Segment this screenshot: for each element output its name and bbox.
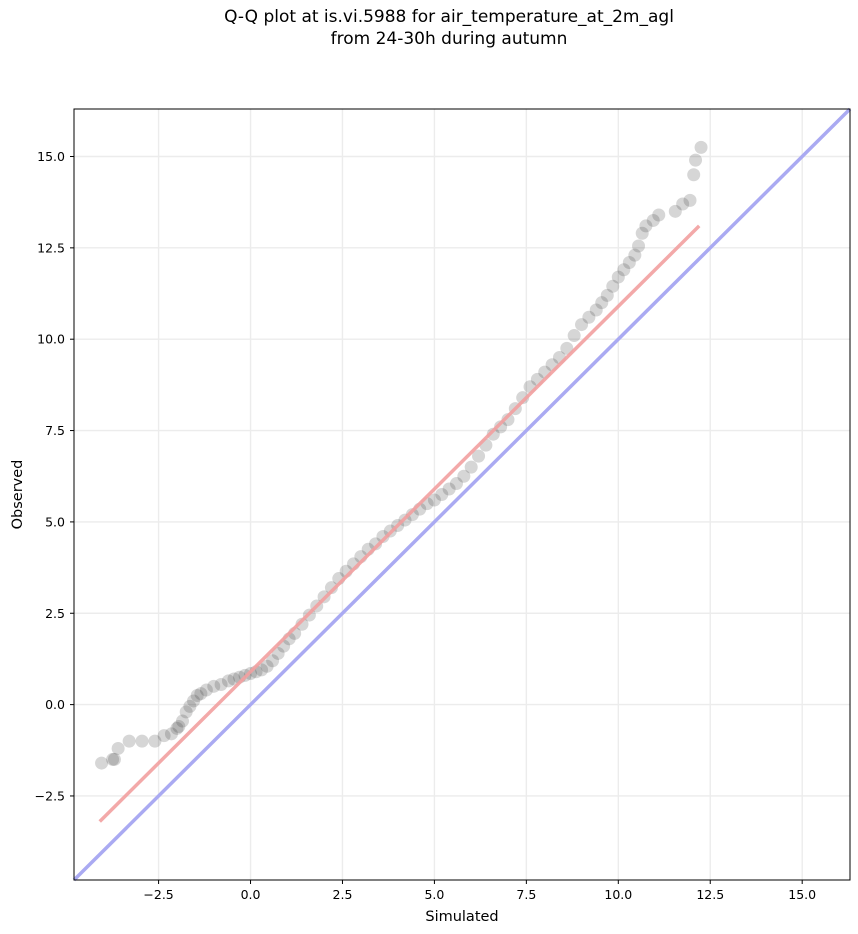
data-point	[199, 683, 213, 697]
data-point	[179, 705, 193, 719]
x-tick-label: 10.0	[604, 887, 632, 902]
data-point	[449, 477, 463, 491]
x-axis-ticks: −2.5 0.0 2.5 5.0 7.5 10.0 12.5 15.0	[143, 880, 816, 902]
data-point	[582, 310, 596, 324]
data-point	[457, 469, 471, 483]
chart-title: Q-Q plot at is.vi.5988 for air_temperatu…	[0, 6, 858, 50]
x-tick-label: 0.0	[241, 887, 261, 902]
x-tick-label: 7.5	[516, 887, 536, 902]
x-axis-label: Simulated	[425, 909, 498, 925]
plot-frame	[73, 108, 851, 881]
data-point	[635, 226, 649, 240]
x-tick-label: 15.0	[788, 887, 816, 902]
data-point	[157, 729, 171, 743]
data-point	[501, 413, 515, 427]
data-point	[683, 193, 697, 207]
x-tick-label: 5.0	[424, 887, 444, 902]
data-point	[183, 699, 197, 713]
data-point	[567, 329, 581, 343]
identity-line	[72, 107, 852, 882]
data-point	[676, 197, 690, 211]
data-point	[369, 537, 383, 551]
fit-line	[98, 224, 701, 823]
data-point	[639, 219, 653, 233]
data-point	[187, 694, 201, 708]
y-axis-ticks: −2.5 0.0 2.5 5.0 7.5 10.0 12.5 15.0	[35, 149, 74, 803]
data-point	[255, 663, 269, 677]
data-point	[668, 204, 682, 218]
data-point	[170, 721, 184, 735]
data-point	[427, 493, 441, 507]
y-tick-label: 10.0	[37, 332, 65, 347]
x-tick-label: 2.5	[333, 887, 353, 902]
y-tick-label: 12.5	[37, 240, 65, 255]
y-tick-label: 15.0	[37, 149, 65, 164]
data-point	[227, 672, 241, 686]
data-point	[595, 296, 609, 310]
data-point	[689, 153, 703, 167]
y-tick-label: 7.5	[45, 423, 65, 438]
scatter-points	[95, 140, 708, 770]
data-point	[687, 168, 701, 182]
data-point	[122, 734, 136, 748]
data-point	[560, 341, 574, 355]
data-point	[190, 688, 204, 702]
data-point	[516, 391, 530, 405]
reference-lines	[72, 107, 852, 882]
data-point	[628, 248, 642, 262]
data-point	[106, 752, 120, 766]
data-point	[260, 659, 274, 673]
y-tick-label: 5.0	[45, 514, 65, 529]
data-point	[207, 679, 221, 693]
data-point	[600, 288, 614, 302]
y-tick-label: 2.5	[45, 606, 65, 621]
data-point	[435, 488, 449, 501]
data-point	[464, 460, 478, 474]
data-point	[221, 674, 235, 688]
y-tick-label: −2.5	[35, 788, 65, 803]
data-point	[472, 449, 486, 463]
data-point	[271, 646, 285, 660]
data-point	[266, 654, 280, 668]
data-point	[632, 239, 646, 253]
data-point	[694, 140, 708, 154]
data-point	[172, 720, 186, 734]
chart-title-line-1: Q-Q plot at is.vi.5988 for air_temperatu…	[224, 7, 674, 27]
data-point	[575, 318, 589, 332]
data-point	[107, 752, 121, 766]
x-tick-label: 12.5	[696, 887, 724, 902]
data-point	[611, 270, 625, 284]
data-point	[589, 303, 603, 317]
y-tick-label: 0.0	[45, 697, 65, 712]
data-point	[652, 208, 666, 222]
data-point	[442, 482, 456, 496]
data-point	[646, 213, 660, 227]
data-point	[164, 727, 178, 741]
x-tick-label: −2.5	[143, 887, 173, 902]
data-point	[622, 255, 636, 269]
data-point	[324, 581, 338, 595]
data-point	[111, 741, 125, 755]
data-point	[617, 263, 631, 277]
data-point	[606, 279, 620, 293]
data-point	[214, 678, 228, 692]
data-point	[95, 756, 109, 770]
chart-title-line-2: from 24-30h during autumn	[330, 29, 568, 49]
y-axis-label: Observed	[10, 460, 26, 530]
data-point	[486, 427, 500, 441]
data-point	[376, 530, 390, 544]
grid-lines	[74, 109, 850, 880]
data-point	[494, 420, 508, 434]
data-point	[135, 734, 149, 748]
data-point	[148, 734, 162, 748]
data-point	[175, 714, 189, 728]
data-point	[194, 687, 208, 701]
data-point	[405, 508, 419, 522]
data-point	[295, 617, 309, 631]
